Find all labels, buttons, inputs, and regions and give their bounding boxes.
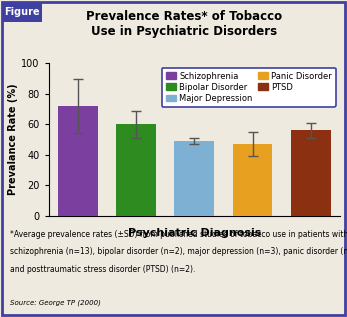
Text: Source: George TP (2000): Source: George TP (2000)	[10, 300, 101, 306]
Bar	[58, 106, 98, 216]
Text: Psychiatric Diagnosis: Psychiatric Diagnosis	[128, 228, 261, 238]
Bar	[291, 130, 331, 216]
Text: and posttraumatic stress disorder (PTSD) (n=2).: and posttraumatic stress disorder (PTSD)…	[10, 265, 196, 274]
Bar	[233, 144, 272, 216]
Bar	[175, 141, 214, 216]
Text: *Average prevalence rates (±SD) from published studies of tobacco use in patient: *Average prevalence rates (±SD) from pub…	[10, 230, 347, 239]
Bar	[116, 124, 156, 216]
Text: schizophrenia (n=13), bipolar disorder (n=2), major depression (n=3), panic diso: schizophrenia (n=13), bipolar disorder (…	[10, 247, 347, 256]
Legend: Schizophrenia, Bipolar Disorder, Major Depression, Panic Disorder, PTSD: Schizophrenia, Bipolar Disorder, Major D…	[162, 68, 336, 107]
Y-axis label: Prevalance Rate (%): Prevalance Rate (%)	[8, 84, 18, 195]
Text: Prevalence Rates* of Tobacco
Use in Psychiatric Disorders: Prevalence Rates* of Tobacco Use in Psyc…	[86, 10, 282, 37]
Text: Figure: Figure	[4, 7, 40, 17]
